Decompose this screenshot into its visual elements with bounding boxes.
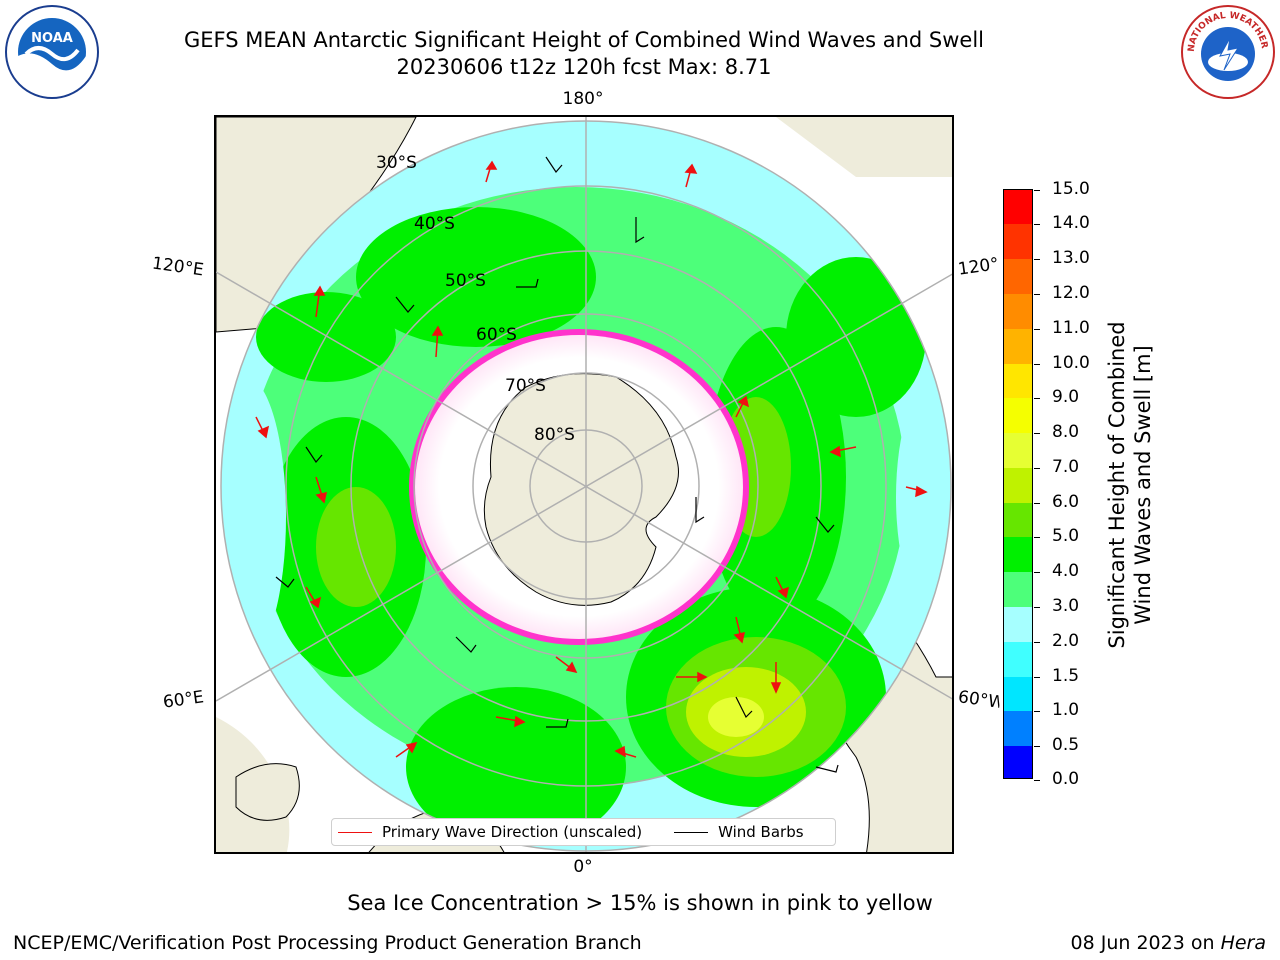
lat-label-70s: 70°S xyxy=(505,376,546,396)
sea-ice-note: Sea Ice Concentration > 15% is shown in … xyxy=(347,891,933,915)
lon-label-right-lower: 60°W xyxy=(956,687,1002,713)
lat-label-40s: 40°S xyxy=(414,214,455,234)
cbar-tick: 2.0 xyxy=(1052,631,1080,651)
noaa-logo-text: NOAA xyxy=(31,31,73,46)
lon-label-right-upper: 120°W xyxy=(956,254,1000,280)
cbar-tickmark xyxy=(1034,503,1040,504)
chart-title: GEFS MEAN Antarctic Significant Height o… xyxy=(183,28,985,52)
lon-label-left-lower: 60°E xyxy=(161,687,206,713)
cbar-tickmark xyxy=(1034,468,1040,469)
lat-label-50s: 50°S xyxy=(445,271,486,291)
nws-logo: NATIONAL WEATHER SERVICE xyxy=(1177,0,1276,100)
map-svg xyxy=(216,117,952,852)
lat-label-80s: 80°S xyxy=(534,425,575,445)
cbar-tickmark xyxy=(1034,677,1040,678)
cbar-tick: 0.5 xyxy=(1052,735,1080,755)
cbar-tickmark xyxy=(1034,224,1040,225)
footer-host: Hera xyxy=(1220,932,1266,954)
chart-subtitle: 20230606 t12z 120h fcst Max: 8.71 xyxy=(396,55,772,79)
cbar-tick: 7.0 xyxy=(1052,457,1080,477)
footer-credit: NCEP/EMC/Verification Post Processing Pr… xyxy=(13,932,642,954)
cbar-tick: 1.0 xyxy=(1052,700,1080,720)
legend-wind-barbs-label: Wind Barbs xyxy=(718,823,804,841)
lon-label-top: 180° xyxy=(562,89,604,109)
cbar-tick: 8.0 xyxy=(1052,422,1080,442)
cbar-tickmark xyxy=(1034,190,1040,191)
legend-wave-direction-swatch xyxy=(338,831,372,833)
cbar-tick: 13.0 xyxy=(1052,248,1090,268)
cbar-tickmark xyxy=(1034,711,1040,712)
cbar-tickmark xyxy=(1034,294,1040,295)
cbar-tickmark xyxy=(1034,364,1040,365)
cbar-tickmark xyxy=(1034,572,1040,573)
cbar-tickmark xyxy=(1034,398,1040,399)
cbar-tickmark xyxy=(1034,642,1040,643)
cbar-tickmark xyxy=(1034,329,1040,330)
footer-date-text: 08 Jun 2023 on xyxy=(1070,932,1221,954)
legend-wave-direction-label: Primary Wave Direction (unscaled) xyxy=(382,823,643,841)
cbar-tick: 15.0 xyxy=(1052,179,1090,199)
legend-wind-barbs-swatch xyxy=(674,831,709,833)
graticule xyxy=(216,117,952,852)
lon-label-bottom: 0° xyxy=(573,857,593,877)
cbar-tickmark xyxy=(1034,537,1040,538)
cbar-tick: 4.0 xyxy=(1052,561,1080,581)
cbar-tick: 6.0 xyxy=(1052,492,1080,512)
noaa-logo: NOAA xyxy=(4,4,100,100)
cbar-tickmark xyxy=(1034,607,1040,608)
cbar-tick: 9.0 xyxy=(1052,387,1080,407)
cbar-tickmark xyxy=(1034,780,1040,781)
colorbar xyxy=(1003,189,1033,779)
wind-barbs xyxy=(275,156,839,773)
footer-date: 08 Jun 2023 on Hera xyxy=(1071,932,1266,954)
cbar-tick: 0.0 xyxy=(1052,769,1080,789)
lon-label-left-upper: 120°E xyxy=(150,253,205,281)
cbar-tick: 3.0 xyxy=(1052,596,1080,616)
cbar-tickmark xyxy=(1034,746,1040,747)
cbar-tickmark xyxy=(1034,433,1040,434)
cbar-tick: 1.5 xyxy=(1052,666,1080,686)
map-legend: Primary Wave Direction (unscaled) Wind B… xyxy=(331,818,836,846)
lat-label-60s: 60°S xyxy=(476,325,517,345)
colorbar-label: Significant Height of Combined Wind Wave… xyxy=(1104,321,1156,648)
cbar-tickmark xyxy=(1034,259,1040,260)
map-panel: 30°S 40°S 50°S 60°S 70°S 80°S xyxy=(214,115,954,854)
colorbar-label-line1: Significant Height of Combined xyxy=(1105,321,1129,649)
cbar-tick: 10.0 xyxy=(1052,353,1090,373)
colorbar-label-line2: Wind Waves and Swell [m] xyxy=(1131,345,1155,625)
wave-direction-arrows xyxy=(255,160,928,758)
cbar-tick: 14.0 xyxy=(1052,213,1090,233)
cbar-tick: 12.0 xyxy=(1052,283,1090,303)
cbar-tick: 5.0 xyxy=(1052,526,1080,546)
cbar-tick: 11.0 xyxy=(1052,318,1090,338)
lat-label-30s: 30°S xyxy=(376,153,417,173)
